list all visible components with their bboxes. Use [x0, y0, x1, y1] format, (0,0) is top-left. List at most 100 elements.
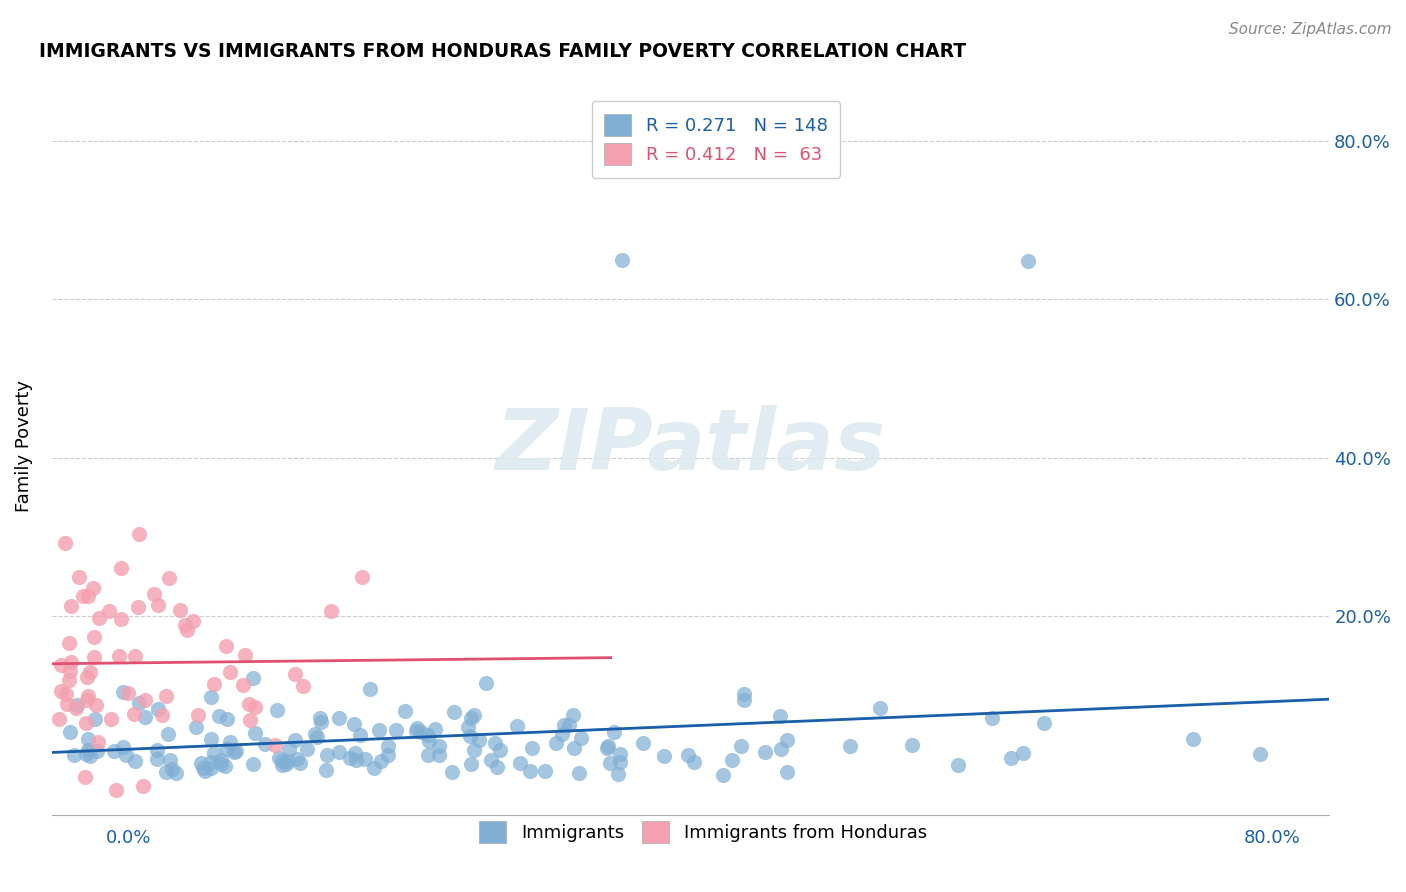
Point	[479, 753, 502, 767]
Legend: Immigrants, Immigrants from Honduras: Immigrants, Immigrants from Honduras	[470, 812, 936, 852]
Point	[343, 746, 366, 760]
Point	[146, 751, 169, 765]
Point	[405, 721, 427, 735]
Point	[75, 715, 97, 730]
Point	[157, 570, 180, 584]
Point	[122, 706, 145, 721]
Legend: R = 0.271   N = 148, R = 0.412   N =  63: R = 0.271 N = 148, R = 0.412 N = 63	[592, 102, 841, 178]
Point	[427, 739, 450, 753]
Point	[243, 726, 266, 740]
Point	[519, 764, 541, 778]
Point	[343, 716, 366, 731]
Point	[176, 624, 198, 638]
Point	[155, 765, 177, 780]
Point	[315, 763, 337, 777]
Point	[157, 726, 180, 740]
Point	[202, 746, 225, 760]
Point	[377, 748, 399, 763]
Point	[146, 702, 169, 716]
Point	[631, 736, 654, 750]
Point	[214, 759, 236, 773]
Point	[284, 732, 307, 747]
Point	[59, 725, 82, 739]
Point	[146, 743, 169, 757]
Point	[55, 697, 77, 711]
Point	[174, 618, 197, 632]
Point	[111, 685, 134, 699]
Point	[416, 728, 439, 742]
Point	[1000, 750, 1022, 764]
Point	[730, 739, 752, 753]
Point	[132, 779, 155, 793]
Point	[609, 747, 631, 761]
Point	[443, 706, 465, 720]
Point	[409, 724, 432, 739]
Point	[418, 748, 440, 763]
Point	[292, 679, 315, 693]
Point	[315, 747, 337, 762]
Point	[350, 570, 373, 584]
Point	[232, 678, 254, 692]
Point	[733, 687, 755, 701]
Point	[87, 611, 110, 625]
Point	[115, 747, 138, 762]
Point	[460, 711, 482, 725]
Point	[551, 726, 574, 740]
Point	[1033, 716, 1056, 731]
Point	[209, 757, 232, 772]
Point	[305, 730, 328, 744]
Point	[488, 743, 510, 757]
Point	[79, 749, 101, 764]
Point	[596, 741, 619, 756]
Point	[277, 754, 299, 768]
Point	[328, 711, 350, 725]
Point	[238, 697, 260, 711]
Point	[1182, 732, 1205, 747]
Point	[770, 741, 793, 756]
Point	[103, 744, 125, 758]
Point	[349, 728, 371, 742]
Point	[111, 739, 134, 754]
Point	[224, 745, 246, 759]
Point	[191, 761, 214, 775]
Point	[769, 709, 792, 723]
Point	[100, 712, 122, 726]
Point	[87, 735, 110, 749]
Point	[370, 754, 392, 768]
Point	[295, 741, 318, 756]
Point	[169, 602, 191, 616]
Point	[242, 671, 264, 685]
Point	[683, 755, 706, 769]
Point	[288, 756, 311, 770]
Point	[233, 648, 256, 663]
Point	[544, 736, 567, 750]
Point	[239, 713, 262, 727]
Point	[418, 734, 440, 748]
Point	[339, 750, 361, 764]
Point	[676, 747, 699, 762]
Point	[77, 743, 100, 757]
Point	[721, 753, 744, 767]
Point	[48, 712, 70, 726]
Point	[243, 700, 266, 714]
Point	[117, 686, 139, 700]
Point	[981, 711, 1004, 725]
Point	[77, 690, 100, 704]
Point	[181, 615, 204, 629]
Point	[553, 717, 575, 731]
Point	[468, 733, 491, 747]
Point	[901, 738, 924, 752]
Point	[405, 724, 427, 739]
Point	[83, 630, 105, 644]
Point	[558, 718, 581, 732]
Point	[610, 252, 633, 267]
Point	[62, 748, 84, 763]
Point	[277, 742, 299, 756]
Point	[107, 648, 129, 663]
Point	[84, 698, 107, 712]
Point	[311, 714, 333, 729]
Point	[776, 733, 799, 747]
Point	[839, 739, 862, 753]
Point	[127, 600, 149, 615]
Point	[242, 757, 264, 772]
